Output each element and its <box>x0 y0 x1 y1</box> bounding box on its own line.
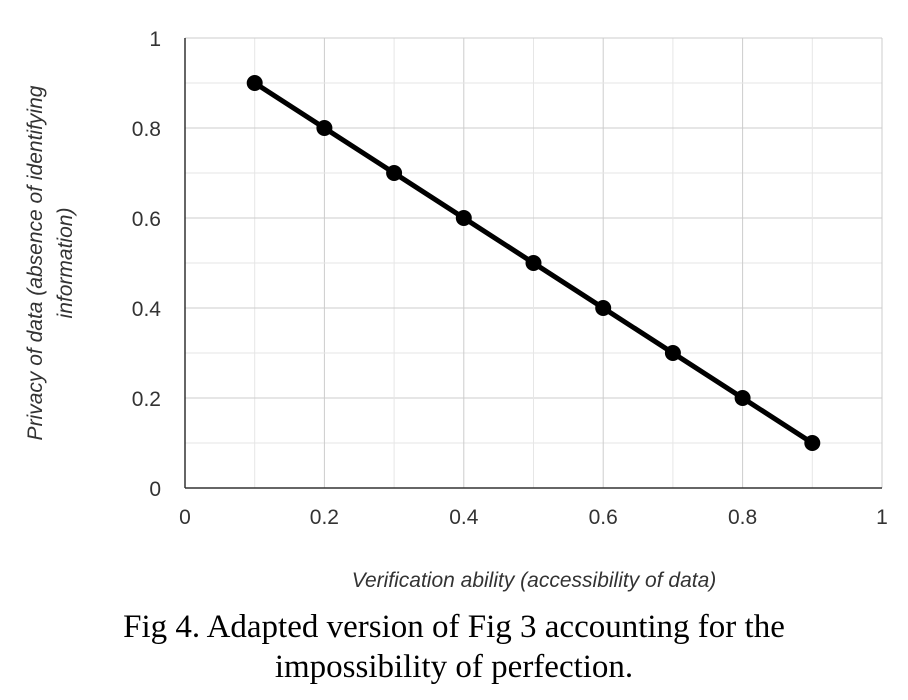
x-tick-label: 0.2 <box>310 506 339 529</box>
y-tick-label: 0.2 <box>132 388 161 411</box>
y-tick-label: 0.6 <box>132 208 161 231</box>
axes <box>184 38 882 489</box>
data-point <box>525 255 542 271</box>
y-axis-title-line-1: Privacy of data (absence of identifying <box>24 85 47 440</box>
data-point <box>664 345 681 361</box>
data-point <box>246 75 263 91</box>
y-tick-label: 0 <box>149 478 161 501</box>
data-point <box>316 120 333 136</box>
x-tick-label: 0.4 <box>449 506 479 529</box>
x-axis-title: Verification ability (accessibility of d… <box>352 569 717 592</box>
tick-labels: 0 0.2 0.4 0.6 0.8 1 0 0.2 0.4 0.6 0.8 1 <box>132 28 888 529</box>
line-chart: 0 0.2 0.4 0.6 0.8 1 0 0.2 0.4 0.6 0.8 1 Verificatio… <box>24 28 888 592</box>
y-tick-label: 0.4 <box>132 298 162 321</box>
figure-caption-line-1: Fig 4. Adapted version of Fig 3 accounti… <box>123 609 785 645</box>
x-tick-label: 0.6 <box>589 506 618 529</box>
y-tick-label: 0.8 <box>132 118 161 141</box>
figure-caption-line-2: impossibility of perfection. <box>274 649 634 685</box>
x-tick-label: 0.8 <box>728 506 757 529</box>
data-point <box>734 390 751 406</box>
y-tick-label: 1 <box>149 28 161 51</box>
series <box>246 75 821 451</box>
x-tick-label: 0 <box>179 506 191 529</box>
data-point <box>595 300 612 316</box>
y-axis-title-line-2: information) <box>54 208 77 319</box>
data-point <box>386 165 403 181</box>
data-point <box>804 435 821 451</box>
grid <box>185 37 883 488</box>
x-tick-label: 1 <box>876 506 888 529</box>
data-point <box>455 210 472 226</box>
